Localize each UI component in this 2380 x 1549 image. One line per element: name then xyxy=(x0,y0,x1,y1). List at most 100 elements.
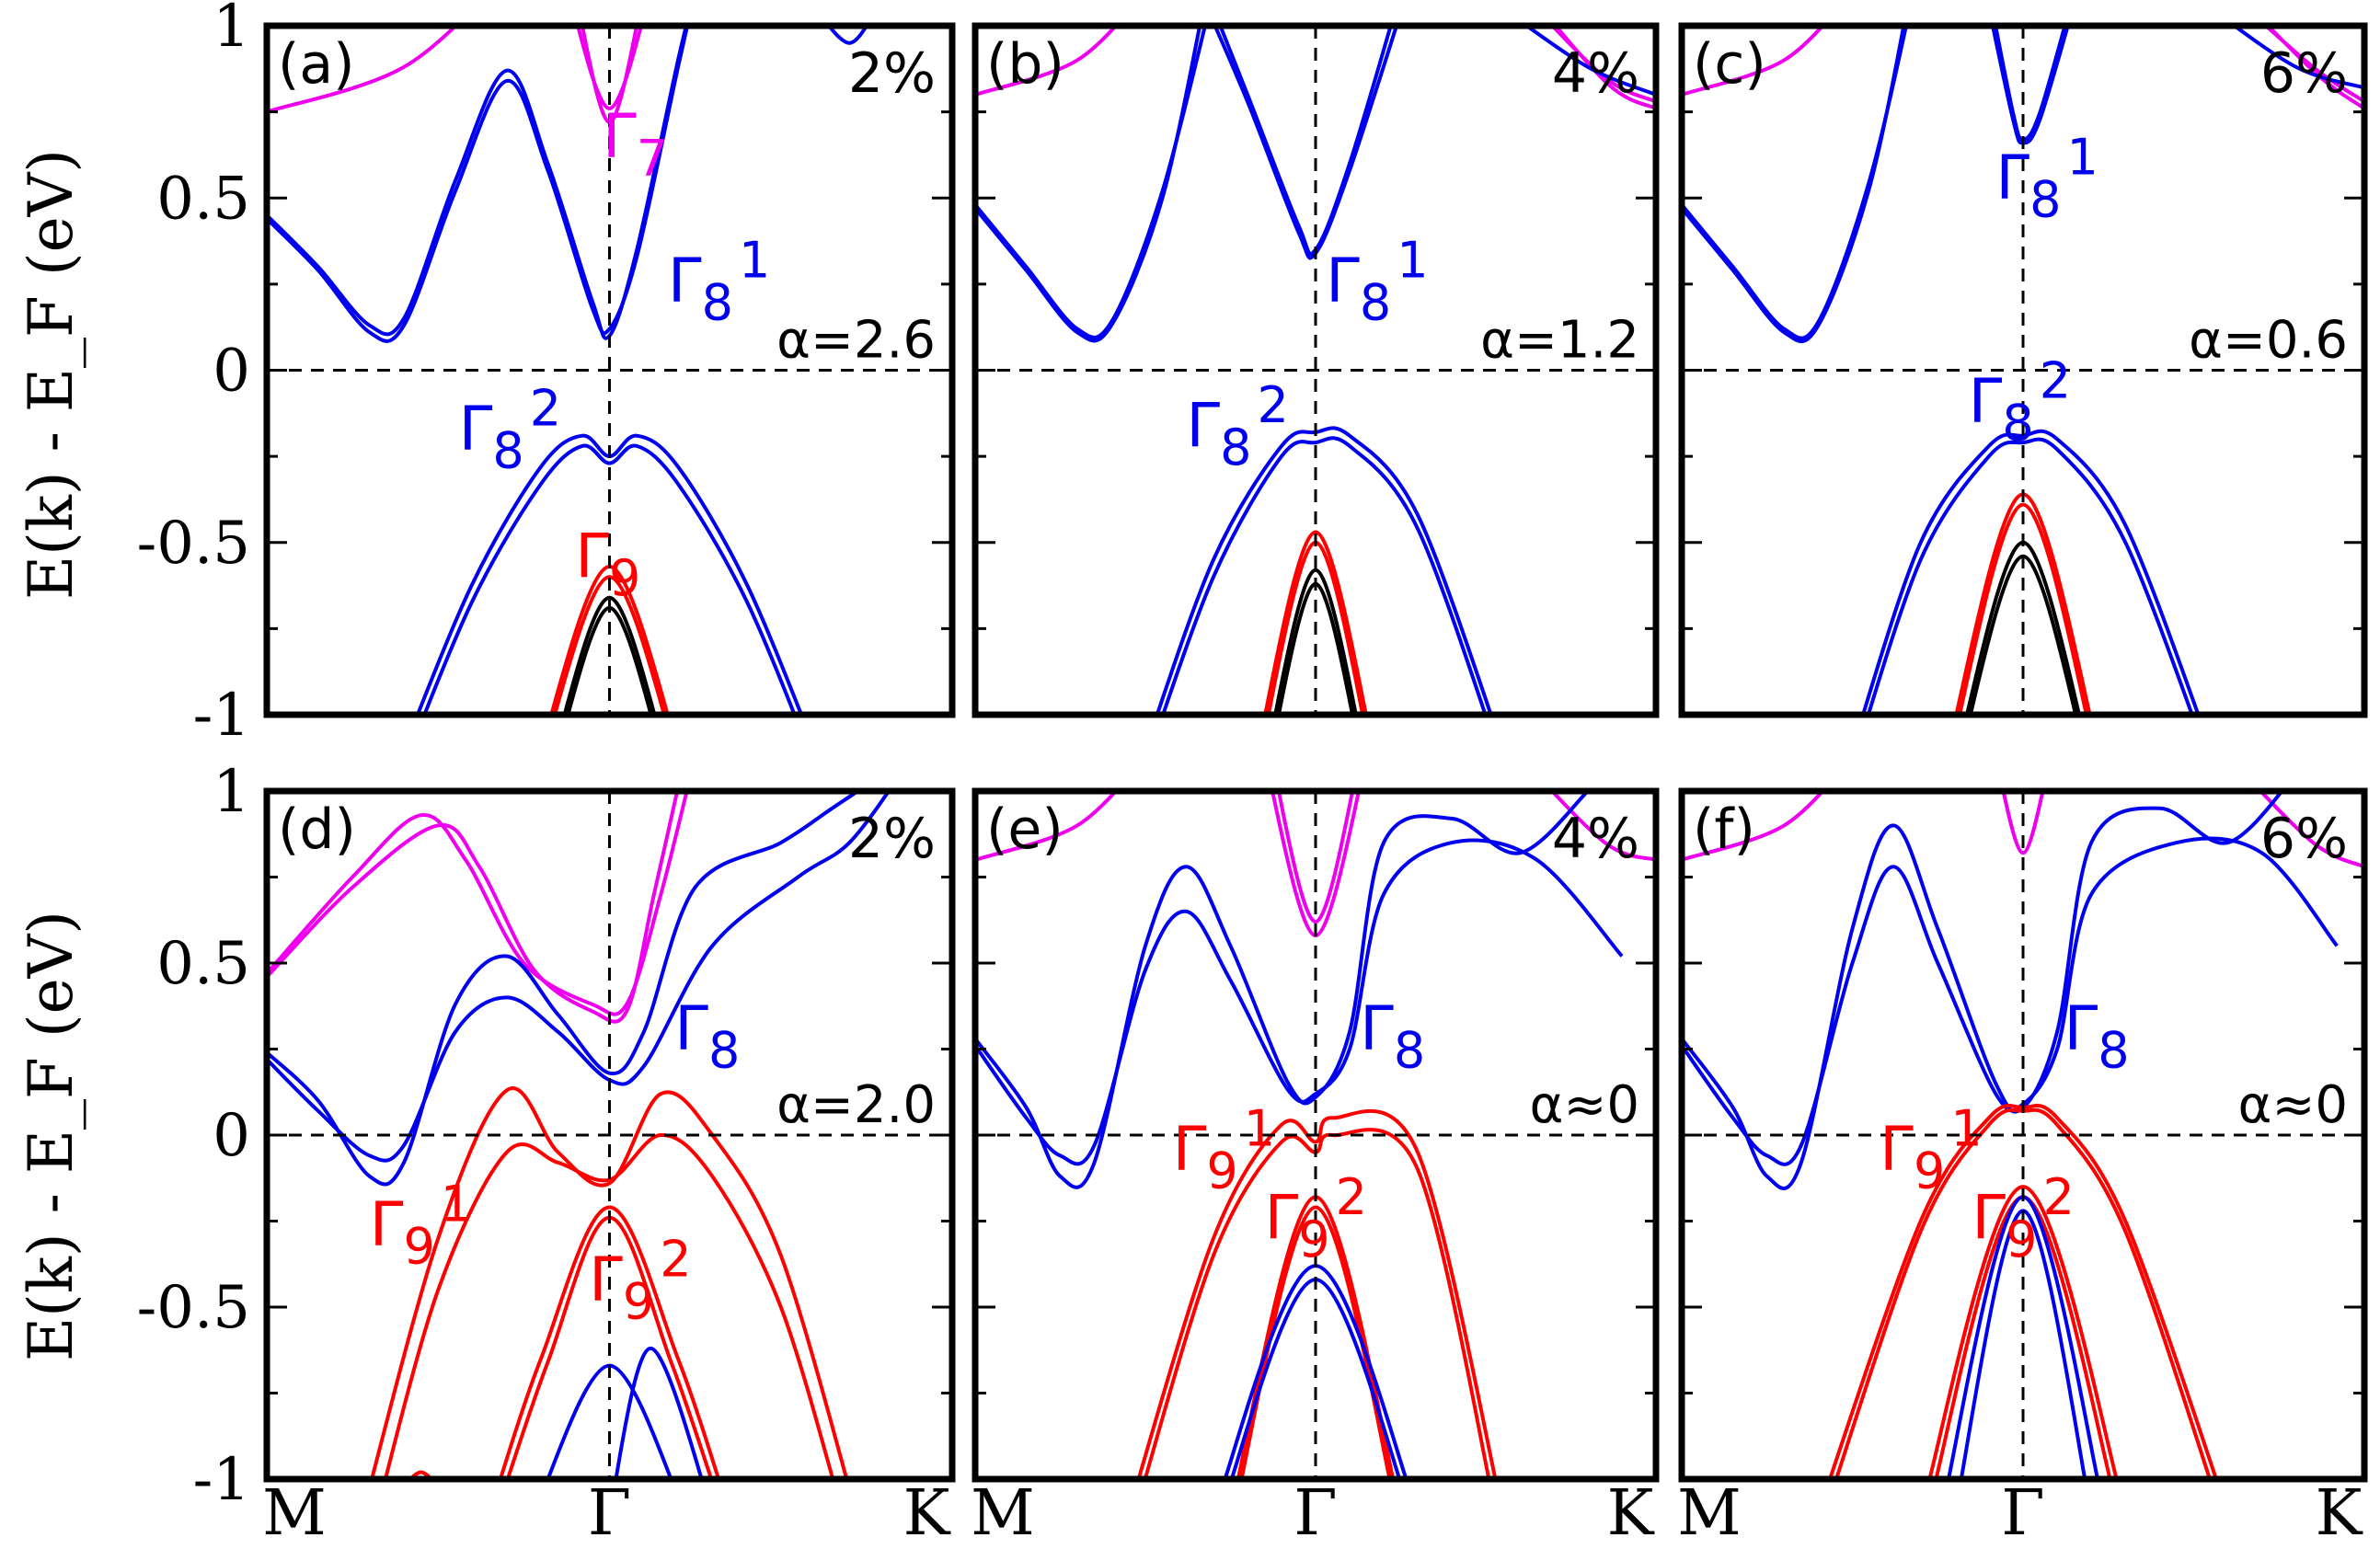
band-line-red xyxy=(1958,502,2088,715)
band-line-blue xyxy=(614,1346,704,1479)
gamma-subscript: 9 xyxy=(1298,1211,1329,1268)
band-line-magenta xyxy=(267,791,689,1016)
x-tick-label: K xyxy=(903,1477,951,1549)
y-tick-label: -0.5 xyxy=(137,510,250,578)
band-line-magenta xyxy=(2265,26,2364,110)
alpha-label: α=2.6 xyxy=(776,311,936,371)
band-line-blue xyxy=(1990,26,2070,145)
gamma-superscript: 1 xyxy=(1244,1099,1275,1157)
band-line-red xyxy=(383,1132,835,1479)
band-line-black xyxy=(1273,568,1358,715)
alpha-label: α≈0 xyxy=(1530,1075,1639,1135)
gamma-superscript: 1 xyxy=(441,1176,472,1233)
band-line-blue xyxy=(1155,426,1493,715)
gamma-symbol: Γ xyxy=(1186,390,1220,461)
panel-frame xyxy=(263,22,956,718)
band-line-red xyxy=(370,1086,849,1479)
gamma-symbol: Γ xyxy=(459,394,493,465)
band-line-magenta xyxy=(2001,791,2045,855)
band-line-magenta xyxy=(1549,791,1656,862)
band-label-gamma: Γ81 xyxy=(1326,232,1429,332)
gamma-symbol: Γ xyxy=(1326,246,1360,316)
y-axis-label-top: E(k) - E_F (eV) xyxy=(16,149,86,600)
band-line-blue xyxy=(267,791,862,1187)
band-line-blue xyxy=(1213,26,1399,260)
gamma-subscript: 9 xyxy=(2006,1211,2037,1268)
band-line-magenta xyxy=(975,791,1119,862)
panel-frame xyxy=(1678,22,2368,718)
gamma-subscript: 8 xyxy=(708,1022,740,1080)
gamma-superscript: 2 xyxy=(660,1231,691,1289)
gamma-subscript: 9 xyxy=(609,549,640,607)
band-label-gamma: Γ8 xyxy=(2064,993,2130,1080)
alpha-label: α=1.2 xyxy=(1480,311,1639,371)
band-line-black xyxy=(562,595,657,715)
band-line-blue xyxy=(422,443,797,715)
strain-label: 2% xyxy=(848,807,936,871)
band-label-gamma: Γ8 xyxy=(1360,993,1425,1080)
y-tick-label: -1 xyxy=(193,1446,250,1514)
gamma-symbol: Γ xyxy=(674,993,708,1064)
gamma-subscript: 8 xyxy=(1220,419,1251,476)
y-tick-label: 1 xyxy=(213,0,250,61)
panel-frame xyxy=(1678,787,2368,1483)
y-tick-label: 0 xyxy=(213,338,250,406)
band-line-blue xyxy=(1218,26,1393,257)
alpha-label: α=0.6 xyxy=(2189,311,2348,371)
gamma-subscript: 9 xyxy=(404,1218,435,1276)
x-tick-label: Γ xyxy=(1293,1477,1337,1549)
y-tick-label: 0.5 xyxy=(156,930,250,998)
panel-tag: (a) xyxy=(278,32,355,97)
gamma-superscript: 1 xyxy=(739,232,770,290)
band-label-gamma: Γ92 xyxy=(589,1231,692,1331)
bands-group xyxy=(975,791,1656,1479)
gamma-subscript: 8 xyxy=(492,422,523,480)
band-line-red xyxy=(1136,1108,1498,1479)
band-line-red xyxy=(1239,1205,1392,1479)
bands-group xyxy=(267,791,891,1479)
gamma-superscript: 2 xyxy=(530,380,561,438)
band-line-blue xyxy=(975,26,1202,343)
y-tick-label: -1 xyxy=(193,682,250,750)
band-label-gamma: Γ7 xyxy=(603,100,668,187)
y-axis-top: 1 0.5 0 -0.5 -1 xyxy=(137,0,250,750)
gamma-symbol: Γ xyxy=(1969,366,2003,437)
band-line-magenta xyxy=(1682,791,1825,862)
panel-frame xyxy=(263,787,956,1483)
gamma-subscript: 8 xyxy=(1360,274,1391,332)
band-line-blue xyxy=(1523,26,1656,97)
gamma-subscript: 9 xyxy=(1914,1142,1945,1199)
y-axis-bottom: 1 0.5 0 -0.5 -1 xyxy=(137,758,250,1514)
band-line-magenta xyxy=(2262,26,2364,104)
gamma-symbol: Γ xyxy=(1173,1113,1207,1184)
band-line-blue xyxy=(1682,791,2284,1190)
y-tick-label: -0.5 xyxy=(137,1274,250,1342)
band-line-magenta xyxy=(975,26,1119,97)
band-label-gamma: Γ91 xyxy=(1880,1099,1983,1199)
x-tick-label: M xyxy=(262,1477,327,1549)
gamma-superscript: 2 xyxy=(1258,376,1289,434)
gamma-subscript: 8 xyxy=(2002,395,2033,453)
band-label-gamma: Γ92 xyxy=(1972,1168,2075,1268)
panel-tag: (b) xyxy=(986,32,1064,97)
panel-frame xyxy=(972,22,1660,718)
y-tick-label: 0 xyxy=(213,1102,250,1170)
gamma-superscript: 2 xyxy=(2042,1168,2074,1226)
x-tick-label: Γ xyxy=(588,1477,631,1549)
band-line-magenta xyxy=(2258,791,2364,869)
band-line-magenta xyxy=(1553,26,1656,110)
band-line-blue xyxy=(1161,436,1488,715)
band-line-red xyxy=(552,575,667,715)
gamma-symbol: Γ xyxy=(575,521,609,591)
band-line-red xyxy=(498,1205,721,1479)
band-line-blue xyxy=(2231,26,2364,90)
panel-tag: (e) xyxy=(986,797,1064,862)
x-tick-label: Γ xyxy=(2001,1477,2044,1549)
band-line-blue xyxy=(975,791,1590,1189)
strain-label: 2% xyxy=(848,41,936,106)
band-line-blue xyxy=(826,26,869,45)
